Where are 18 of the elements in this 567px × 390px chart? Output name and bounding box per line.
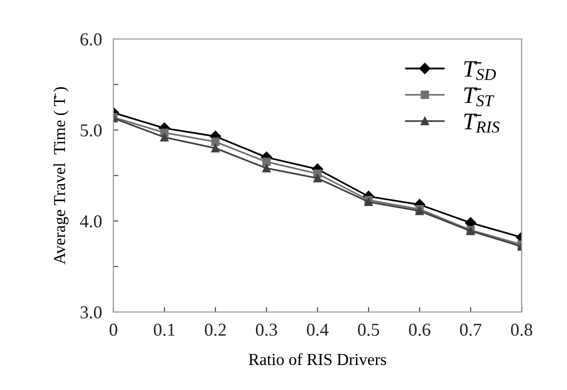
x-tick-label: 0.2 — [204, 324, 226, 336]
x-tick-label: 0.8 — [511, 324, 532, 336]
x-tick-label: 0.5 — [358, 324, 380, 336]
x-axis-title: Ratio of RIS Drivers — [248, 353, 386, 366]
x-tick-label: 0.3 — [256, 324, 278, 336]
legend-label: T̄$_{RIS}$ — [464, 114, 500, 133]
x-tick-label: 0.7 — [460, 324, 482, 336]
x-tick-label: 0.6 — [408, 324, 430, 336]
y-tick-label: 5.0 — [80, 124, 102, 137]
legend-label: T̄$_{ST}$ — [464, 87, 494, 106]
x-tick-label: 0.4 — [306, 324, 329, 336]
y-tick-label: 4.0 — [80, 215, 102, 228]
legend-label: T̄$_{SD}$ — [464, 61, 496, 80]
y-axis-title: Average Travel Time ( T̄ ) — [53, 87, 69, 264]
x-tick-label: 0.1 — [154, 324, 175, 336]
x-tick-label: 0 — [110, 324, 118, 336]
y-tick-label: 3.0 — [80, 306, 102, 319]
y-tick-label: 6.0 — [80, 33, 102, 46]
